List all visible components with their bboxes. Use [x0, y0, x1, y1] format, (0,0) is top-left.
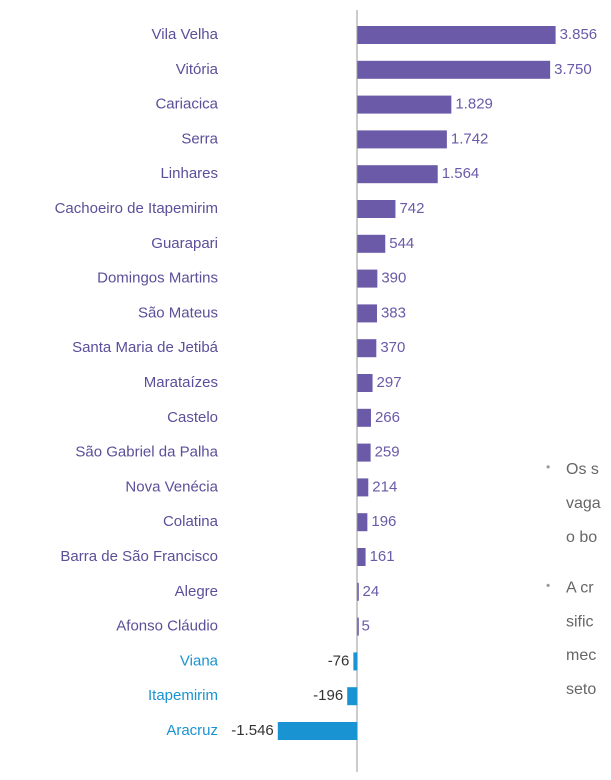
value-label: 1.564: [442, 165, 480, 182]
bar: [357, 60, 551, 79]
category-label: Castelo: [167, 409, 218, 426]
category-label: Nova Venécia: [125, 478, 218, 495]
bar: [353, 652, 358, 671]
value-label: 196: [371, 513, 396, 530]
value-label: 297: [377, 374, 402, 391]
bar: [357, 408, 371, 427]
category-label: Vila Velha: [152, 26, 219, 43]
bar: [357, 339, 377, 358]
value-label: 370: [380, 339, 405, 356]
category-label: Guarapari: [151, 235, 218, 252]
category-label: Barra de São Francisco: [60, 548, 218, 565]
category-label: Afonso Cláudio: [116, 618, 218, 635]
value-label: -76: [328, 652, 350, 669]
bar: [357, 130, 447, 149]
category-label: Linhares: [160, 165, 218, 182]
bullet: •: [546, 460, 550, 474]
category-label: Itapemirim: [148, 687, 218, 704]
value-label: 266: [375, 409, 400, 426]
bar: [357, 513, 368, 532]
category-label: Serra: [181, 130, 218, 147]
bar: [347, 687, 358, 706]
value-label: 544: [389, 235, 414, 252]
category-label: Santa Maria de Jetibá: [72, 339, 219, 356]
value-label: 259: [375, 444, 400, 461]
bar: [357, 478, 369, 497]
bar: [357, 165, 438, 184]
category-label: Cachoeiro de Itapemirim: [55, 200, 218, 217]
bar: [357, 304, 377, 323]
bar: [357, 234, 386, 253]
annotation-text: Os s: [566, 461, 599, 478]
annotation-text: vaga: [566, 495, 601, 512]
category-label: Vitória: [176, 61, 219, 78]
annotation-text: mec: [566, 647, 596, 664]
bar: [357, 200, 396, 218]
bar: [357, 95, 452, 114]
category-label: Domingos Martins: [97, 270, 218, 287]
value-label: 3.856: [560, 26, 598, 43]
category-label: Cariacica: [155, 96, 218, 113]
annotation-text: A cr: [566, 580, 594, 597]
bar: [277, 722, 358, 740]
value-label: 5: [362, 618, 370, 635]
value-label: 214: [372, 478, 397, 495]
value-label: 742: [399, 200, 424, 217]
bar: [357, 26, 556, 44]
value-label: 1.742: [451, 130, 489, 147]
category-label: Viana: [180, 652, 219, 669]
annotation-text: o bo: [566, 529, 597, 546]
category-label: São Mateus: [138, 304, 218, 321]
bar: [357, 617, 359, 636]
annotation-text: sific: [566, 613, 594, 630]
category-label: Marataízes: [144, 374, 218, 391]
value-label: 390: [381, 270, 406, 287]
annotation-text: seto: [566, 681, 596, 698]
category-label: Colatina: [163, 513, 219, 530]
bar: [357, 582, 359, 601]
category-label: Aracruz: [166, 722, 218, 739]
value-label: 24: [363, 583, 380, 600]
value-label: 161: [370, 548, 395, 565]
bar: [357, 443, 371, 462]
category-label: São Gabriel da Palha: [75, 444, 218, 461]
bar: [357, 548, 366, 566]
value-label: 383: [381, 304, 406, 321]
bullet: •: [546, 579, 550, 593]
category-label: Alegre: [175, 583, 218, 600]
value-label: -1.546: [231, 722, 274, 739]
value-label: -196: [313, 687, 343, 704]
value-label: 3.750: [554, 61, 592, 78]
bar: [357, 374, 373, 392]
bar: [357, 269, 378, 288]
value-label: 1.829: [455, 96, 493, 113]
